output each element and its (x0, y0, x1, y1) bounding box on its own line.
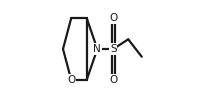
Text: S: S (110, 44, 117, 54)
Text: O: O (109, 75, 117, 85)
Text: N: N (93, 44, 101, 54)
Text: O: O (67, 75, 75, 85)
Text: O: O (109, 13, 117, 23)
